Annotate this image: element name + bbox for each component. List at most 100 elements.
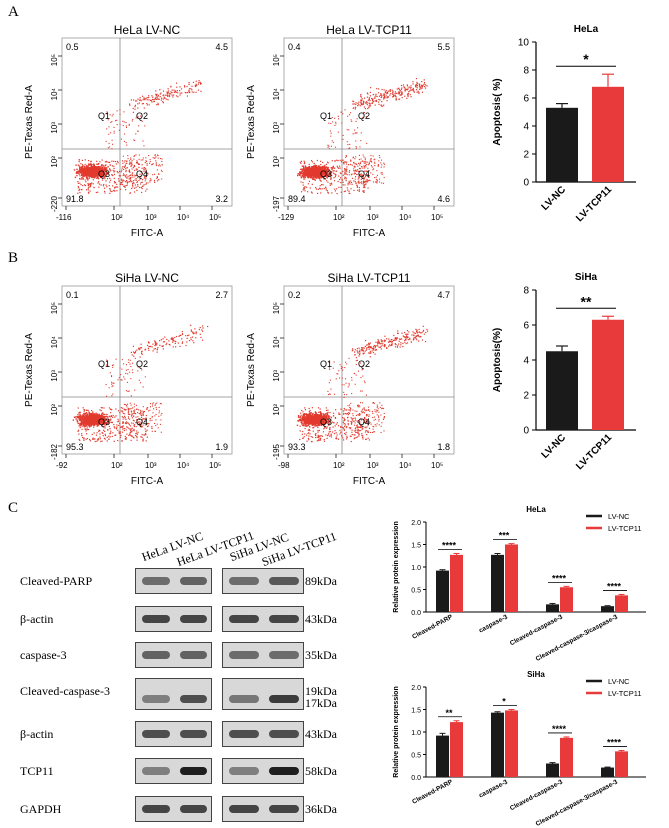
y-tick-label: 10² <box>50 156 59 168</box>
bar-lv-tcp11 <box>505 710 518 777</box>
bar-lv-nc <box>436 735 449 777</box>
blot-kda-label: 36kDa <box>305 802 337 816</box>
bar-lv-tcp11 <box>592 86 624 182</box>
significance-marker: * <box>502 697 506 707</box>
blot-band <box>269 651 299 659</box>
y-tick-label: 1.0 <box>411 565 421 572</box>
quadrant-q2: Q2 <box>358 359 370 369</box>
chart-title: SiHa <box>527 670 545 679</box>
pct-bottom-right: 1.8 <box>437 442 450 452</box>
significance-marker: **** <box>552 573 567 583</box>
quadrant-q4: Q4 <box>136 169 148 179</box>
blot-kda-label: 35kDa <box>305 648 337 662</box>
blot-membrane <box>135 721 212 747</box>
blot-band <box>229 577 259 585</box>
x-tick-label: 10⁵ <box>431 461 443 470</box>
quadrant-q3: Q3 <box>320 417 332 427</box>
quadrant-q1: Q1 <box>320 111 332 121</box>
blot-membrane <box>222 796 304 822</box>
x-tick-label: LV-NC <box>540 432 568 460</box>
y-tick-label: 10⁴ <box>50 335 59 348</box>
flow-plot-svg: SiHa LV-TCP11 0.2 4.7 93.3 1.8 Q1 Q2 Q3 Q4 -98 10²… <box>246 271 455 487</box>
y-tick-label: 6 <box>523 94 529 105</box>
y-tick-label: 2 <box>523 150 529 161</box>
bar-lv-tcp11 <box>450 722 463 777</box>
blot-band <box>269 805 299 813</box>
significance-marker: * <box>583 51 589 67</box>
quadrant-q2: Q2 <box>358 111 370 121</box>
flow-title: HeLa LV-TCP11 <box>326 23 412 37</box>
blot-row-label: TCP11 <box>20 764 54 778</box>
quadrant-q3: Q3 <box>320 169 332 179</box>
y-axis-label: Apoptosis( %) <box>492 78 503 145</box>
pct-bottom-right: 3.2 <box>215 194 228 204</box>
quadrant-q2: Q2 <box>136 111 148 121</box>
flow-plot-hela-nc: HeLa LV-NC 0.5 4.5 91.8 3.2 Q1 Q2 Q3 Q4 -116 10² 10… <box>20 20 245 245</box>
y-tick-label: 10³ <box>50 370 59 382</box>
blot-band <box>142 767 170 775</box>
y-tick-label: 8 <box>523 286 529 297</box>
flow-plot-hela-tcp11: HeLa LV-TCP11 0.4 5.5 89.4 4.6 Q1 Q2 Q3 Q4 -129 10… <box>242 20 467 245</box>
blot-row-label: Cleaved-PARP <box>20 574 93 588</box>
bar-lv-nc <box>491 554 504 612</box>
legend-label: LV-NC <box>608 512 630 521</box>
x-tick-label: 10² <box>333 461 345 470</box>
quadrant-q4: Q4 <box>136 417 148 427</box>
significance-marker: **** <box>442 541 457 551</box>
y-tick-label: 10⁵ <box>50 302 59 314</box>
blot-kda-label: 19kDa <box>305 684 337 698</box>
blot-kda-label: 89kDa <box>305 574 337 588</box>
blot-band <box>142 695 170 703</box>
blot-kda-label: 43kDa <box>305 727 337 741</box>
pct-top-left: 0.1 <box>66 290 79 300</box>
pct-top-left: 0.2 <box>288 290 301 300</box>
flow-plot-siha-tcp11: SiHa LV-TCP11 0.2 4.7 93.3 1.8 Q1 Q2 Q3 Q4 -98 10²… <box>242 268 467 493</box>
x-tick-label: 10³ <box>145 213 157 222</box>
blot-band <box>269 615 299 623</box>
significance-marker: **** <box>607 737 622 747</box>
y-tick-label: 10² <box>50 404 59 416</box>
quadrant-q3: Q3 <box>98 169 110 179</box>
event-dots <box>296 325 429 443</box>
pct-bottom-left: 91.8 <box>66 194 84 204</box>
x-tick-label: caspase-3 <box>478 778 509 799</box>
quadrant-q1: Q1 <box>98 111 110 121</box>
quadrant-q4: Q4 <box>358 169 370 179</box>
y-tick-label: -182 <box>50 443 59 460</box>
y-tick-label: 1.5 <box>411 708 421 715</box>
y-tick-label: 6 <box>523 321 529 332</box>
bar-lv-tcp11 <box>560 737 573 777</box>
x-tick-label: -98 <box>278 461 290 470</box>
x-tick-label: 10⁴ <box>177 461 190 470</box>
legend-label: LV-TCP11 <box>608 524 642 533</box>
x-tick-label: caspase-3 <box>478 613 509 634</box>
flow-plot-svg: HeLa LV-TCP11 0.4 5.5 89.4 4.6 Q1 Q2 Q3 Q4 -129 10… <box>246 23 455 239</box>
blot-membrane <box>135 568 212 594</box>
chart-title: SiHa <box>575 272 598 283</box>
quadrant-q4: Q4 <box>358 417 370 427</box>
legend-label: LV-NC <box>608 677 630 686</box>
bar-lv-nc <box>546 604 559 612</box>
pct-top-right: 2.7 <box>215 290 228 300</box>
blot-band <box>179 730 207 738</box>
bar-lv-nc <box>546 763 559 777</box>
flow-title: SiHa LV-NC <box>115 271 179 285</box>
y-tick-label: 10⁵ <box>272 302 281 314</box>
y-tick-label: 10³ <box>50 122 59 134</box>
bar-lv-tcp11 <box>505 544 518 612</box>
panel-letter-c: C <box>8 500 19 516</box>
apoptosis-chart-siha: SiHa 0 2 4 6 8 LV-NC LV-TCP11 ** Apoptosis(%) <box>492 272 636 472</box>
y-axis-label: Relative protein expression <box>393 686 400 777</box>
significance-marker: *** <box>499 531 510 541</box>
y-axis-label: Apoptosis(%) <box>492 328 503 392</box>
quadrant-q1: Q1 <box>320 359 332 369</box>
event-dots <box>72 324 209 443</box>
pct-bottom-left: 95.3 <box>66 442 84 452</box>
y-tick-label: 10² <box>272 404 281 416</box>
blot-membrane <box>135 642 212 668</box>
y-axis-label: PE-Texas Red-A <box>246 85 257 159</box>
protein-chart-hela: HeLa 0.0 0.5 1.0 1.5 2.0 **** Cleaved-PARP *** ca… <box>393 505 646 663</box>
blot-kda-label: 58kDa <box>305 764 337 778</box>
panel-letter-a: A <box>8 4 19 20</box>
blot-row-label: GAPDH <box>20 802 62 816</box>
